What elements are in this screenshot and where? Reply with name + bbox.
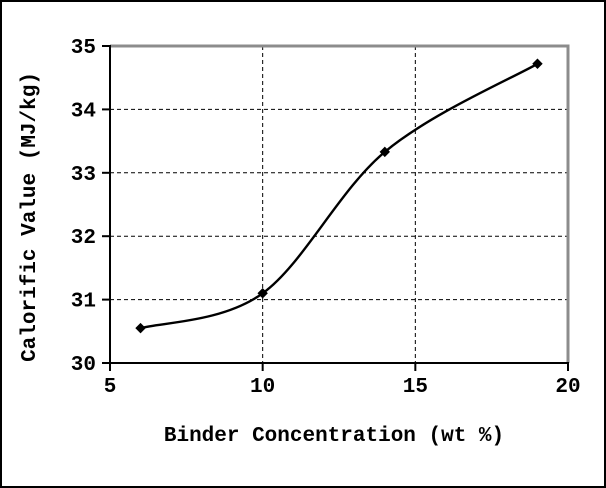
y-axis-title: Calorific Value (MJ/kg)	[19, 72, 42, 362]
x-tick-label: 15	[403, 376, 428, 399]
gridlines-layer	[110, 46, 568, 363]
x-axis-title: Binder Concentration (wt %)	[164, 425, 504, 448]
tick-labels-layer: 30 31 32 33 34 35 5 10 15 20	[71, 37, 581, 399]
x-tick-label: 5	[104, 376, 117, 399]
x-tick-label: 10	[250, 376, 275, 399]
y-tick-label: 30	[71, 354, 96, 377]
axis-ticks-layer	[102, 45, 569, 371]
plot-frame-layer	[109, 44, 570, 364]
data-series-layer	[135, 58, 543, 334]
data-point-marker	[257, 288, 268, 299]
y-tick-label: 32	[71, 227, 96, 250]
data-point-marker	[532, 58, 543, 69]
y-tick-label: 31	[71, 291, 96, 314]
data-series-line	[139, 62, 539, 330]
y-tick-label: 33	[71, 164, 96, 187]
data-point-marker	[135, 322, 146, 334]
y-tick-label: 35	[71, 37, 96, 60]
x-tick-label: 20	[555, 376, 580, 399]
data-point-marker	[379, 146, 391, 158]
y-tick-label: 34	[71, 100, 96, 123]
